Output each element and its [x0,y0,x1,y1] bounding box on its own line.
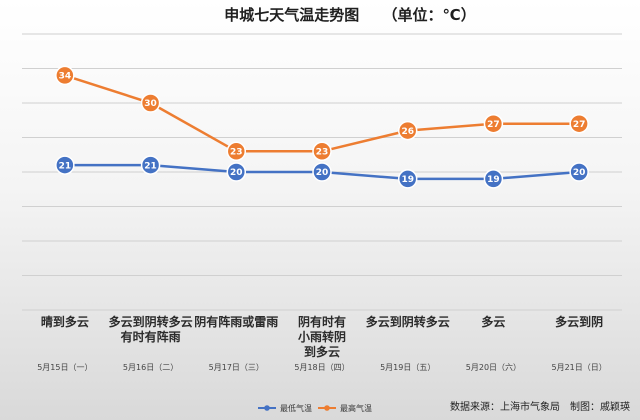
date-label: 5月16日（二） [123,363,178,372]
x-axis-labels: 晴到多云5月15日（一）多云到阴转多云有时有阵雨5月16日（二）阴有阵雨或雷雨5… [37,314,607,372]
source-credit: 数据来源：上海市气象局 制图：戚颖瑛 [450,400,630,413]
data-label: 20 [573,168,586,178]
data-point [312,141,332,162]
data-point [569,113,589,134]
data-label: 21 [59,161,72,171]
data-label: 20 [230,168,243,178]
data-label: 19 [401,175,414,185]
data-point [140,93,161,113]
data-label: 30 [144,99,157,109]
chart-title-unit: （单位：℃） [383,6,476,24]
date-label: 5月17日（三） [209,363,264,372]
data-label: 27 [573,120,586,130]
chart-title: 申城七天气温走势图 （单位：℃） [224,6,475,24]
legend-label: 最低气温 [280,403,312,413]
weather-label: 小雨转阴 [298,329,346,344]
date-label: 5月21日（日） [552,363,607,372]
data-point [483,113,504,134]
legend-marker [324,405,330,411]
data-label: 23 [316,148,329,158]
data-label: 19 [487,175,500,185]
weather-label: 多云 [481,314,505,329]
data-label: 21 [144,161,157,171]
weather-label: 阴有阵雨或雷雨 [194,314,278,329]
data-point [55,65,75,86]
data-point [140,155,161,175]
series-line-1 [64,74,580,153]
weather-label: 晴到多云 [41,314,89,329]
data-label: 27 [487,120,500,130]
weather-label: 多云到阴 [555,314,603,329]
data-point [569,162,589,182]
data-label: 34 [59,72,72,82]
data-label: 26 [401,127,414,137]
legend-marker [264,405,270,411]
weather-label: 多云到阴转多云 [109,314,193,329]
data-point [226,141,247,162]
date-label: 5月19日（五） [380,363,435,372]
data-point [397,120,418,141]
data-point [55,155,75,175]
date-label: 5月15日（一） [37,363,92,372]
weather-label: 到多云 [304,344,340,359]
data-point [397,169,418,189]
data-point [226,162,247,182]
data-point [483,169,504,189]
data-label: 20 [316,168,329,178]
weather-label: 有时有阵雨 [121,329,181,344]
weather-label: 阴有时有 [298,314,346,329]
series-group: 21 21 20 20 19 19 20 34 30 23 23 26 27 27 [55,65,589,189]
weather-label: 多云到阴转多云 [366,314,450,329]
legend-label: 最高气温 [340,403,372,413]
date-label: 5月20日（六） [466,362,521,372]
data-label: 23 [230,148,243,158]
data-point [312,162,332,182]
chart-title-main: 申城七天气温走势图 [224,6,359,24]
legend: 最低气温 最高气温 [258,403,372,413]
date-label: 5月18日（四） [294,363,349,372]
